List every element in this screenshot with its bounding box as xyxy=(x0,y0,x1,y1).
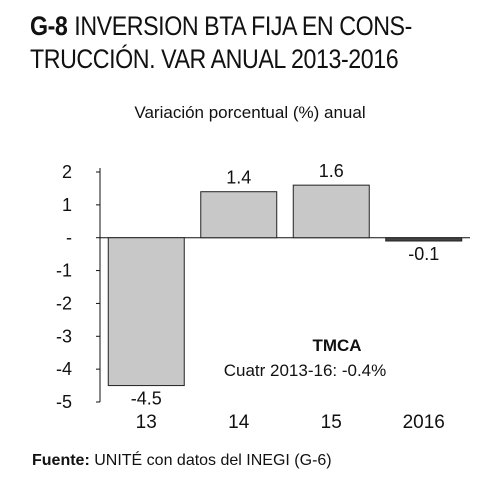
source-note: Fuente: UNITÉ con datos del INEGI (G-6) xyxy=(32,452,332,470)
bar xyxy=(200,191,278,239)
y-tick-label: - xyxy=(66,228,72,248)
source-text: UNITÉ con datos del INEGI (G-6) xyxy=(89,452,332,469)
bar xyxy=(385,237,463,242)
y-tick-label: -2 xyxy=(56,293,72,313)
data-label: 1.4 xyxy=(226,168,251,188)
x-tick-label: 15 xyxy=(321,412,342,433)
chart-subtitle: Variación porcentual (%) anual xyxy=(134,103,366,122)
data-label: 1.6 xyxy=(319,161,344,181)
y-tick-label: -4 xyxy=(56,359,72,379)
annotation-text: Cuatr 2013-16: -0.4% xyxy=(224,361,387,380)
data-label: -4.5 xyxy=(131,389,162,409)
bar xyxy=(107,237,185,387)
y-tick-label: 2 xyxy=(62,162,72,182)
y-tick-label: 1 xyxy=(62,195,72,215)
y-tick-label: -3 xyxy=(56,326,72,346)
chart-title: G-8 INVERSION BTA FIJA EN CONS- TRUCCIÓN.… xyxy=(30,10,426,76)
title-line-2: TRUCCIÓN. VAR ANUAL 2013-2016 xyxy=(30,44,399,74)
x-tick-label: 2016 xyxy=(403,412,445,433)
bar xyxy=(292,184,370,239)
annotation-heading: TMCA xyxy=(312,336,361,355)
x-tick-label: 14 xyxy=(228,412,250,433)
data-label: -0.1 xyxy=(408,244,439,264)
source-label: Fuente: xyxy=(32,452,90,469)
x-tick-label: 13 xyxy=(136,412,157,433)
title-line-1: INVERSION BTA FIJA EN CONS- xyxy=(74,11,412,41)
y-tick-label: -1 xyxy=(56,261,72,281)
y-tick-label: -5 xyxy=(56,392,72,412)
chart-code: G-8 xyxy=(30,11,68,41)
